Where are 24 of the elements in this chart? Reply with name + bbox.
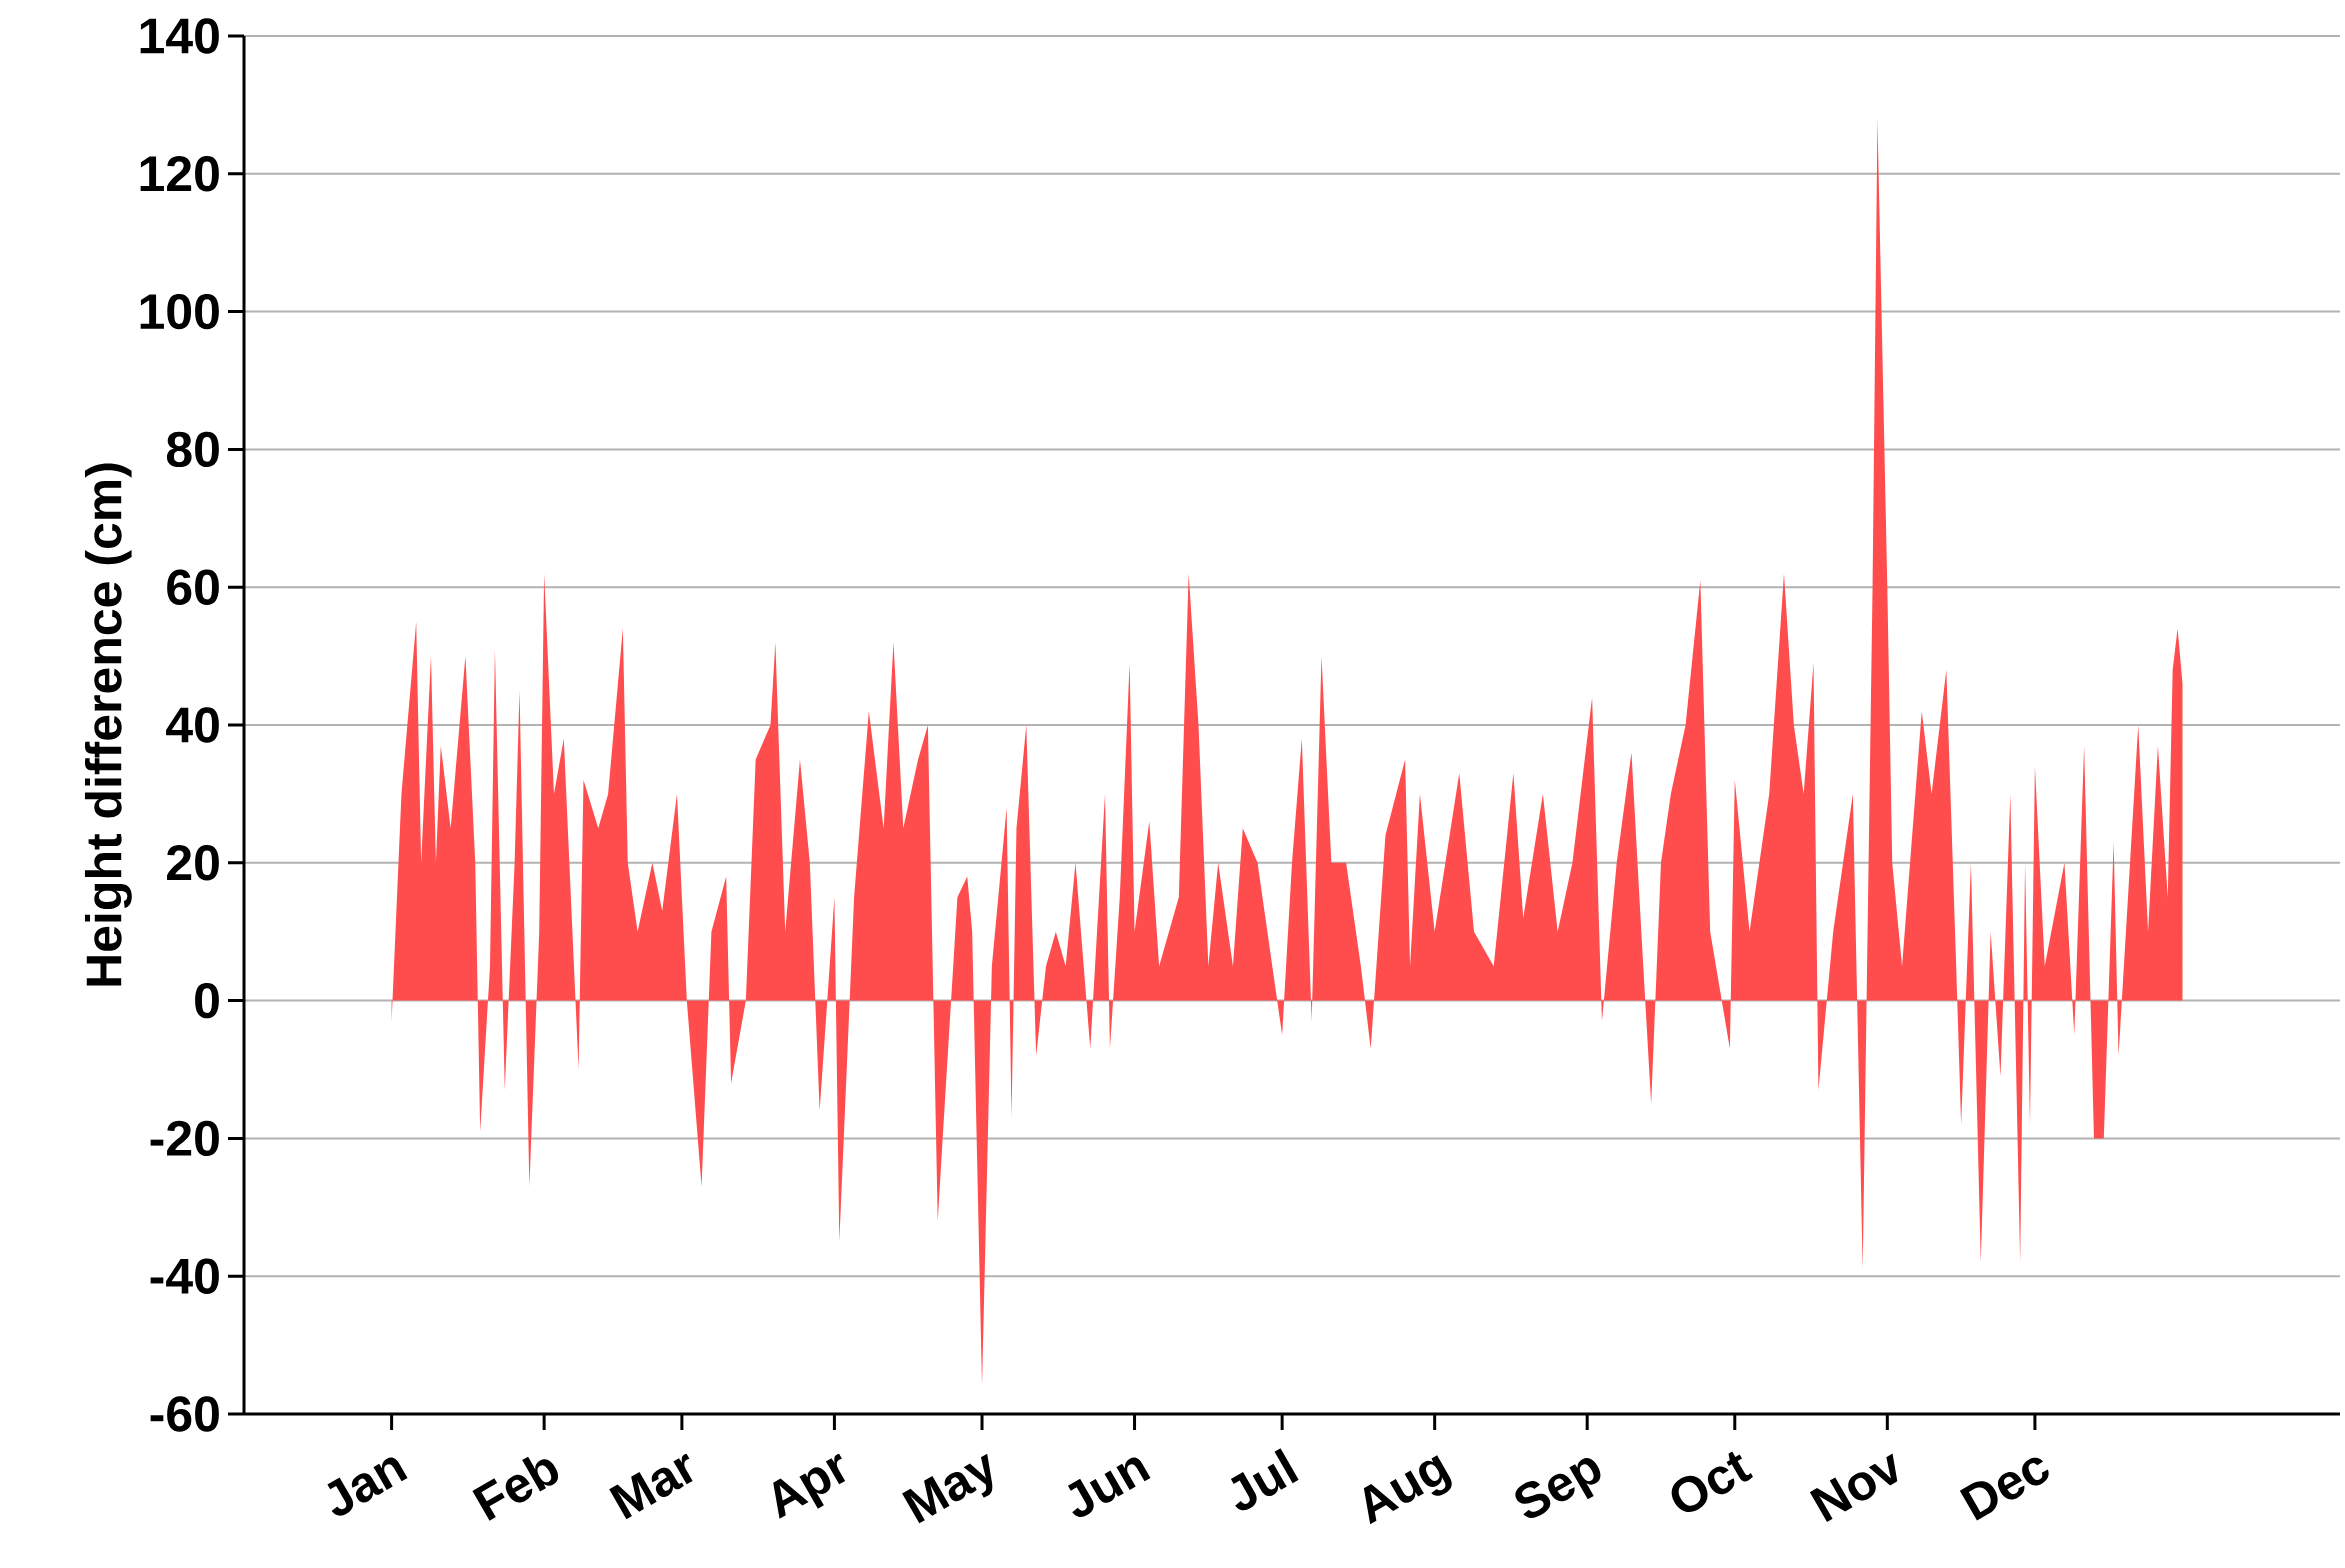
x-tick-label: Oct (1671, 1451, 1753, 1513)
x-tick-label: Jun (1067, 1457, 1151, 1518)
x-tick-label: Jan (327, 1457, 408, 1516)
x-tick-label: Sep (1515, 1458, 1601, 1518)
y-tick-label: 20 (167, 845, 219, 881)
y-tick-label: 100 (140, 293, 219, 330)
y-tick-label: 120 (140, 156, 219, 192)
x-tick-label: Aug (1363, 1455, 1452, 1525)
y-tick-label: -40 (150, 1258, 219, 1294)
x-tick-label: Dec (1959, 1457, 2049, 1521)
y-tick-label: 140 (140, 18, 219, 54)
y-tick-label: -20 (150, 1120, 219, 1157)
y-tick-label: -60 (150, 1396, 219, 1432)
y-axis-title: Height difference (cm) (84, 463, 132, 986)
y-tick-label: 60 (167, 569, 219, 605)
x-tick-label: Apr (773, 1453, 846, 1519)
y-tick-label: 40 (166, 707, 219, 743)
y-tick-label: 80 (166, 431, 219, 468)
x-tick-label: Nov (1809, 1453, 1898, 1522)
y-tick-label: 0 (195, 982, 219, 1019)
x-tick-label: Jul (1230, 1448, 1299, 1511)
x-tick-label: Feb (472, 1456, 559, 1521)
x-tick-label: May (902, 1453, 993, 1524)
x-tick-label: Mar (609, 1453, 693, 1520)
